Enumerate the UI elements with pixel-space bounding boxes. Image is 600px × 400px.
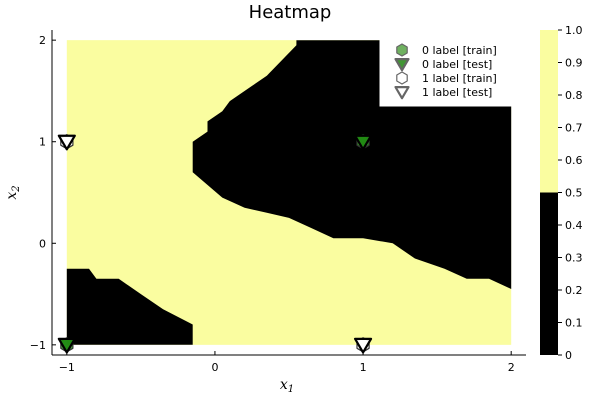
marker-series-3-point-1 (353, 337, 373, 354)
x-tick-label: 0 (211, 361, 218, 374)
colorbar-band-0 (540, 192, 558, 355)
y-axis-label: x2 (4, 185, 22, 199)
colorbar-band-1 (540, 30, 558, 193)
x-tick-label: 2 (508, 361, 515, 374)
colorbar-tick-label: 0.2 (565, 284, 583, 297)
y-tick-label: 0 (39, 237, 46, 250)
colorbar-tick-label: 0.4 (565, 219, 583, 232)
colorbar: 0 0.1 0.2 0.3 0.4 0.5 0.6 0.7 0.8 0.9 1.0 (540, 24, 583, 362)
y-axis-label-subscript: 2 (11, 185, 22, 192)
data-markers (57, 134, 373, 354)
colorbar-tick-label: 0 (565, 349, 572, 362)
legend-label-0: 0 label [train] (422, 44, 497, 57)
colorbar-tick-label: 0.3 (565, 252, 583, 265)
marker-series-1-point-1 (353, 134, 373, 151)
legend: 0 label [train]0 label [test]1 label [tr… (379, 39, 515, 107)
colorbar-tick-label: 0.1 (565, 317, 583, 330)
marker-series-3-point-0 (57, 134, 76, 151)
heatmap-region-1 (66, 268, 193, 345)
colorbar-tick-label: 0.9 (565, 57, 583, 70)
legend-marker-3 (394, 86, 410, 100)
colorbar-tick-label: 0.6 (565, 154, 583, 167)
colorbar-tick-label: 1.0 (565, 24, 583, 37)
x-tick-label: −1 (59, 361, 75, 374)
colorbar-tick-label: 0.5 (565, 187, 583, 200)
x-axis-label: x1 (280, 377, 294, 395)
legend-marker-2 (396, 71, 408, 85)
legend-label-3: 1 label [test] (422, 86, 492, 99)
marker-series-1-point-0 (57, 337, 76, 354)
legend-marker-0 (396, 43, 408, 57)
x-axis-label-subscript: 1 (288, 384, 294, 395)
colorbar-tick-label: 0.8 (565, 89, 583, 102)
x-tick-label: 1 (360, 361, 367, 374)
y-tick-label: 1 (39, 136, 46, 149)
legend-label-1: 0 label [test] (422, 58, 492, 71)
y-tick-label: −1 (30, 339, 46, 352)
y-tick-label: 2 (39, 34, 46, 47)
chart-title: Heatmap (249, 2, 332, 23)
legend-marker-1 (394, 58, 410, 72)
colorbar-tick-label: 0.7 (565, 122, 583, 135)
legend-label-2: 1 label [train] (422, 72, 497, 85)
